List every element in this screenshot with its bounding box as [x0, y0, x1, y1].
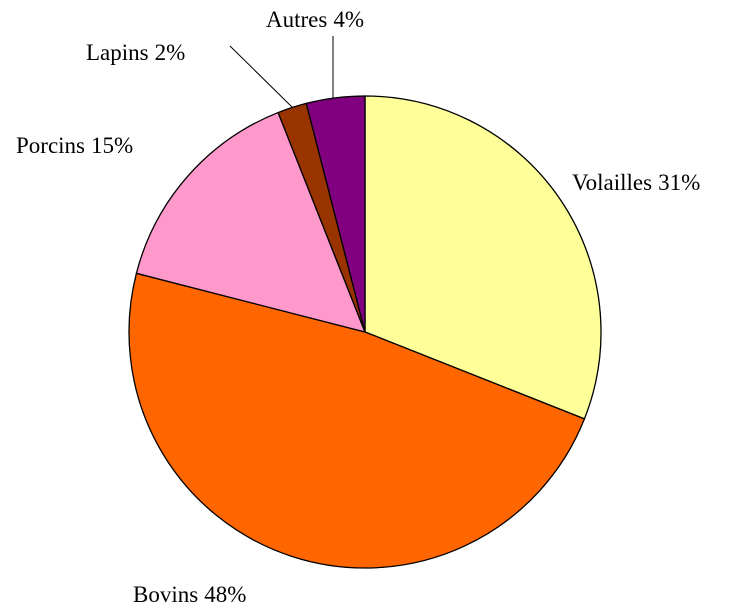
value-label: 48%: [204, 582, 246, 607]
value-label: 31%: [658, 170, 700, 195]
value-label: 15%: [91, 133, 133, 158]
leader-line: [229, 45, 293, 108]
category-name: Lapins: [86, 40, 149, 65]
pie-slice: [135, 111, 367, 333]
pie-slice: [305, 95, 366, 333]
slice-label: Porcins 15%: [16, 133, 133, 158]
value-label: 2%: [155, 40, 186, 65]
pie-slice: [128, 272, 586, 569]
category-name: Volailles: [572, 170, 652, 195]
category-name: Bovins: [133, 582, 198, 607]
pie-slice: [364, 95, 602, 420]
slice-label: Bovins 48%: [133, 582, 246, 607]
category-name: Autres: [266, 7, 327, 32]
value-label: 4%: [333, 7, 364, 32]
slice-label: Autres 4%: [266, 7, 364, 32]
category-name: Porcins: [16, 133, 85, 158]
slice-label: Lapins 2%: [86, 40, 185, 65]
slice-label: Volailles 31%: [572, 170, 700, 195]
